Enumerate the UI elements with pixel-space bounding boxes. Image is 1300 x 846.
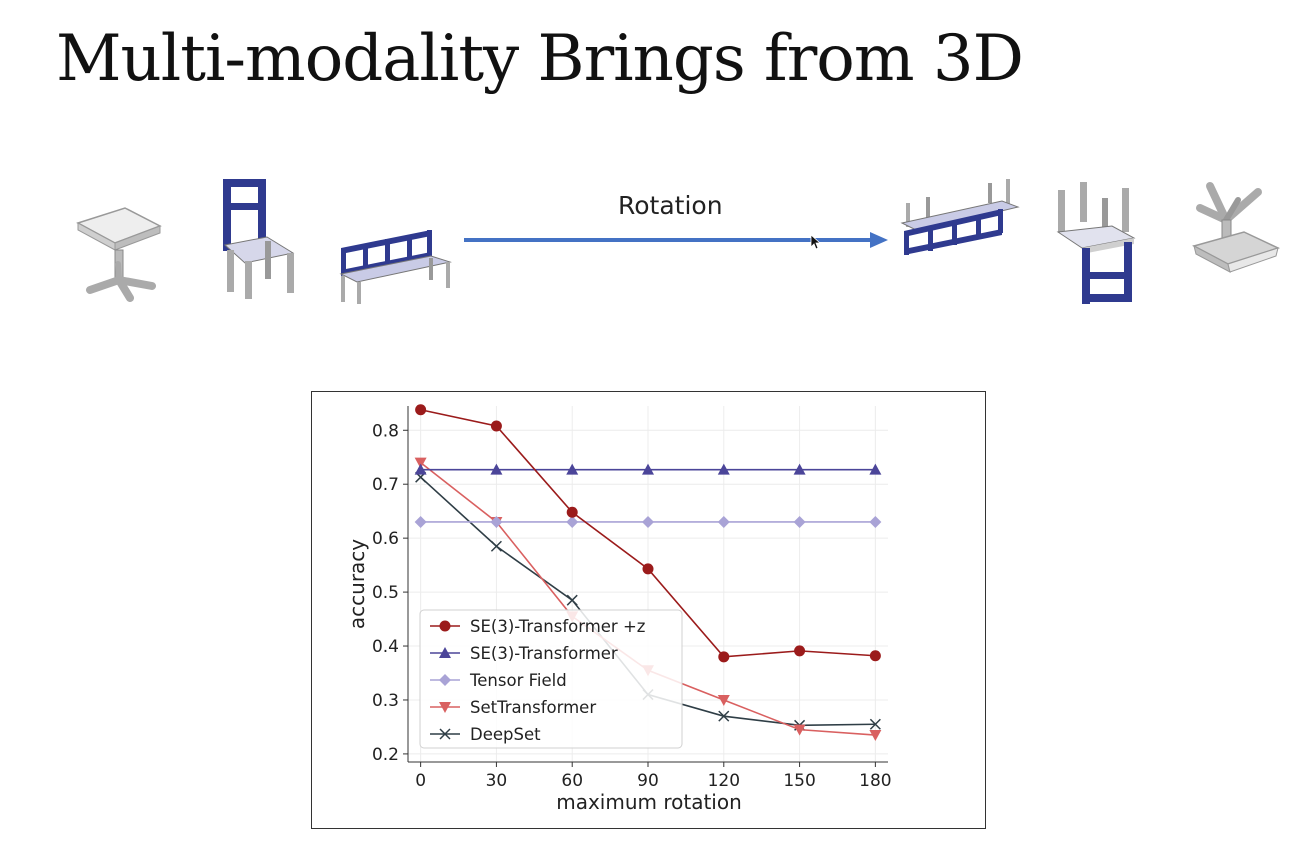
data-point [869, 463, 882, 475]
data-point [414, 457, 427, 469]
data-point [566, 594, 578, 606]
y-tick-label: 0.8 [372, 421, 399, 441]
mouse-cursor-icon [810, 234, 822, 250]
data-point [566, 515, 579, 528]
stool-icon [76, 207, 162, 302]
data-point [566, 463, 579, 475]
data-point [793, 515, 806, 528]
rotation-arrow [464, 232, 888, 248]
data-point [414, 515, 427, 528]
bench-icon [339, 230, 452, 304]
data-point [490, 420, 502, 432]
rotation-label: Rotation [618, 191, 723, 220]
data-point [717, 694, 730, 706]
y-tick-label: 0.5 [372, 583, 399, 603]
data-point [718, 710, 730, 722]
chair-icon [223, 179, 295, 299]
objects-row [0, 160, 1300, 320]
y-tick-label: 0.7 [372, 475, 399, 495]
data-point [869, 730, 882, 742]
data-point [414, 463, 427, 475]
data-point [717, 463, 730, 475]
data-point [793, 724, 806, 736]
legend-marker [439, 674, 451, 686]
x-tick-label: 0 [415, 771, 426, 791]
data-point [566, 506, 578, 518]
data-point [793, 463, 806, 475]
x-tick-label: 60 [561, 771, 583, 791]
data-point [717, 515, 730, 528]
x-tick-label: 150 [783, 771, 815, 791]
slide-title: Multi-modality Brings from 3D [56, 22, 1024, 96]
legend-marker [439, 702, 451, 713]
rotated-bench-icon [900, 179, 1020, 255]
data-point [490, 463, 503, 475]
data-point [490, 515, 503, 528]
data-point [415, 404, 427, 416]
x-axis-label: maximum rotation [556, 790, 742, 814]
x-tick-label: 120 [708, 771, 740, 791]
data-point [718, 651, 730, 663]
rotated-chair-icon [1056, 182, 1136, 304]
x-tick-label: 30 [486, 771, 508, 791]
legend-label: Tensor Field [469, 671, 567, 690]
chart-frame: 0.2 0.3 0.4 0.5 0.6 0.7 0.8 0 30 60 90 120 150 180 max… [311, 391, 986, 829]
legend-label: SE(3)-Transformer +z [470, 617, 645, 636]
rotated-stool-icon [1191, 182, 1281, 273]
data-point [794, 645, 806, 657]
data-point [642, 515, 654, 528]
data-point [642, 463, 654, 475]
legend-box [419, 609, 683, 749]
legend-marker [439, 620, 451, 632]
y-tick-label: 0.2 [372, 745, 399, 765]
y-axis-label: accuracy [345, 539, 369, 629]
legend-marker [439, 647, 451, 658]
accuracy-chart: 0.2 0.3 0.4 0.5 0.6 0.7 0.8 0 30 60 90 120 150 180 max… [345, 404, 892, 814]
legend-label: SE(3)-Transformer [470, 644, 618, 663]
x-tick-label: 90 [637, 771, 659, 791]
legend-marker [439, 728, 451, 740]
y-tick-label: 0.4 [372, 637, 399, 657]
data-point [490, 540, 502, 552]
data-point [642, 563, 654, 575]
x-tick-label: 180 [859, 771, 891, 791]
y-tick-label: 0.3 [372, 691, 399, 711]
y-tick-label: 0.6 [372, 529, 399, 549]
data-point [869, 718, 881, 730]
data-point [869, 650, 881, 662]
legend-label: SetTransformer [470, 698, 596, 717]
data-point [869, 515, 882, 528]
legend-label: DeepSet [470, 725, 541, 744]
